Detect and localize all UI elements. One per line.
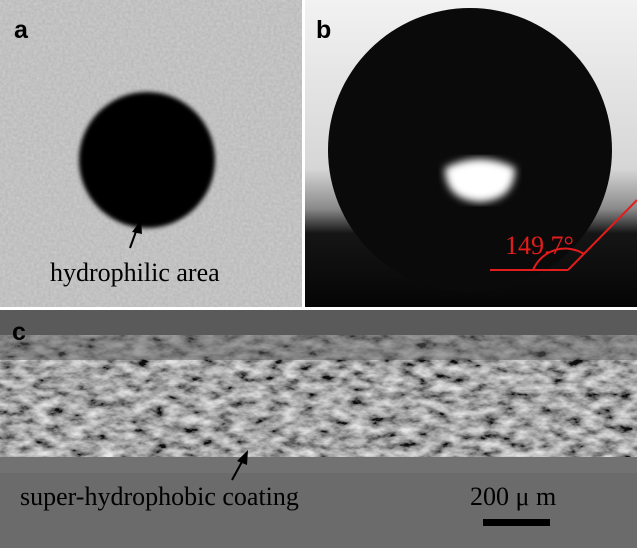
- panel-label: b: [316, 16, 331, 44]
- annotation: super-hydrophobic coating: [20, 482, 299, 511]
- substrate-edge: [0, 455, 637, 473]
- panel-c: super-hydrophobic coating 200 μ m c: [0, 310, 637, 548]
- contact-angle: 149.7°: [505, 231, 574, 260]
- panel-a: hydrophilic area a: [0, 0, 302, 307]
- figure: hydrophilic area a 149.7° b super-hydrop…: [0, 0, 637, 548]
- coating-particles: [0, 335, 637, 457]
- panel-label: c: [12, 318, 26, 346]
- scale-bar: [483, 519, 550, 526]
- hydrophilic-spot: [79, 92, 215, 228]
- scale-bar-label: 200 μ m: [470, 482, 556, 511]
- panel-b: 149.7° b: [305, 0, 637, 307]
- panel-label: a: [14, 16, 29, 44]
- annotation: hydrophilic area: [50, 258, 220, 287]
